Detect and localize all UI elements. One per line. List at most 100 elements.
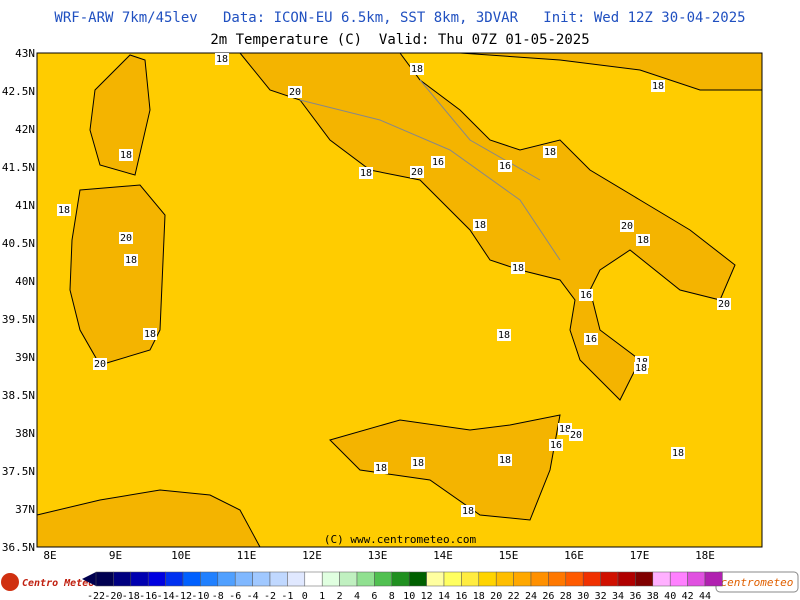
- contour-label-bg: [569, 429, 583, 441]
- colorbar-box: [147, 571, 166, 587]
- colorbar-box: [582, 571, 601, 587]
- lat-label: 38.5N: [2, 389, 35, 402]
- colorbar-box: [704, 571, 723, 587]
- contour-label: 20: [411, 167, 423, 178]
- contour-label-bg: [651, 80, 665, 92]
- colorbar-label: 0: [302, 591, 308, 600]
- contour-label: 18: [58, 205, 70, 216]
- contour-label: 16: [585, 334, 597, 345]
- colorbar-box: [234, 571, 253, 587]
- colorbar-label: 24: [525, 591, 537, 600]
- contour-label: 18: [216, 54, 228, 65]
- colorbar-label: 38: [647, 591, 659, 600]
- italy: [238, 52, 736, 401]
- contour-label: 18: [498, 330, 510, 341]
- africa: [36, 489, 261, 548]
- colorbar-box: [565, 571, 584, 587]
- colorbar-box: [165, 571, 184, 587]
- contour-label: 18: [672, 448, 684, 459]
- colorbar-box: [461, 571, 480, 587]
- contour-label: 18: [499, 455, 511, 466]
- header-line2: 2m Temperature (C) Valid: Thu 07Z 01-05-…: [210, 32, 589, 48]
- colorbar-label: -18: [122, 591, 140, 600]
- lat-label: 37N: [15, 503, 35, 516]
- lon-label: 14E: [433, 549, 453, 562]
- logo-icon: [1, 573, 19, 591]
- contour-label: 20: [120, 233, 132, 244]
- colorbar-box: [339, 571, 358, 587]
- contour-label: 18: [360, 168, 372, 179]
- colorbar-label: -4: [247, 591, 259, 600]
- colorbar-box: [635, 571, 654, 587]
- contour-label-bg: [374, 462, 388, 474]
- contour-label: 18: [411, 64, 423, 75]
- sicily: [329, 414, 561, 521]
- colorbar-box: [217, 571, 236, 587]
- contour-label-bg: [124, 254, 138, 266]
- colorbar-box: [443, 571, 462, 587]
- header-line1: WRF-ARW 7km/45lev Data: ICON-EU 6.5km, S…: [54, 10, 745, 26]
- colorbar-label: -6: [229, 591, 241, 600]
- colorbar-label: -2: [264, 591, 276, 600]
- lat-label: 42N: [15, 123, 35, 136]
- colorbar-box: [600, 571, 619, 587]
- contour-label-bg: [119, 232, 133, 244]
- colorbar-box: [113, 571, 132, 587]
- contour-label: 18: [652, 81, 664, 92]
- contour-label: 18: [375, 463, 387, 474]
- contour-label-bg: [549, 439, 563, 451]
- colorbar-box: [200, 571, 219, 587]
- colorbar-label: 34: [612, 591, 624, 600]
- lon-label: 8E: [43, 549, 56, 562]
- contour-label: 16: [432, 157, 444, 168]
- lat-label: 42.5N: [2, 85, 35, 98]
- lon-label: 9E: [109, 549, 122, 562]
- contour-label: 18: [635, 363, 647, 374]
- colorbar-label: 4: [354, 591, 360, 600]
- colorbar-label: 18: [473, 591, 485, 600]
- colorbar-box: [269, 571, 288, 587]
- contour-label: 20: [621, 221, 633, 232]
- colorbar-box: [495, 571, 514, 587]
- logo-left: Centro Meteo Ita: [1, 573, 118, 591]
- contour-label-bg: [461, 505, 475, 517]
- colorbar-label: -1: [281, 591, 293, 600]
- lon-label: 13E: [368, 549, 388, 562]
- colorbar-box: [687, 571, 706, 587]
- contour-label: 18: [125, 255, 137, 266]
- corsica: [89, 54, 151, 176]
- contour-label-bg: [93, 358, 107, 370]
- colorbar-box: [530, 571, 549, 587]
- colorbar-label: 8: [389, 591, 395, 600]
- contour-label-bg: [671, 447, 685, 459]
- map: [36, 52, 763, 548]
- contour-label-bg: [119, 149, 133, 161]
- contour-label-bg: [579, 289, 593, 301]
- contour-label-bg: [288, 86, 302, 98]
- colorbar-label: 44: [699, 591, 711, 600]
- colorbar-box: [304, 571, 323, 587]
- lat-label: 36.5N: [2, 541, 35, 554]
- colorbar-label: 28: [560, 591, 572, 600]
- colorbar-label: 40: [664, 591, 676, 600]
- colorbar-box: [252, 571, 271, 587]
- colorbar-box: [617, 571, 636, 587]
- colorbar-label: 42: [682, 591, 694, 600]
- lat-label: 40.5N: [2, 237, 35, 250]
- contour-label: 18: [637, 235, 649, 246]
- contour-label: 16: [499, 161, 511, 172]
- contour-label-bg: [57, 204, 71, 216]
- colorbar-box: [374, 571, 393, 587]
- colorbar-label: 20: [490, 591, 502, 600]
- colorbar-box: [95, 571, 114, 587]
- contour-label-bg: [511, 262, 525, 274]
- contour-label-bg: [584, 333, 598, 345]
- colorbar-label: -16: [139, 591, 157, 600]
- contour-label: 20: [570, 430, 582, 441]
- colorbar-box: [130, 571, 149, 587]
- colorbar-box: [408, 571, 427, 587]
- colorbar-box: [287, 571, 306, 587]
- colorbar-box: [669, 571, 688, 587]
- colorbar-box: [391, 571, 410, 587]
